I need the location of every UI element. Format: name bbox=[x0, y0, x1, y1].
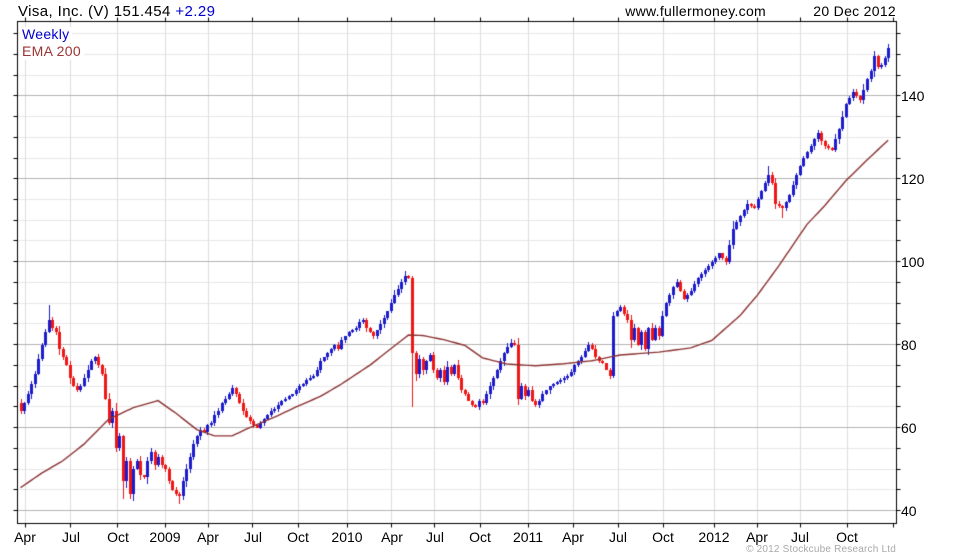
fullermoney-chart-page: { "header": { "title": "Visa, Inc. (V) 1… bbox=[0, 0, 980, 560]
candlestick-chart-canvas bbox=[0, 0, 980, 560]
